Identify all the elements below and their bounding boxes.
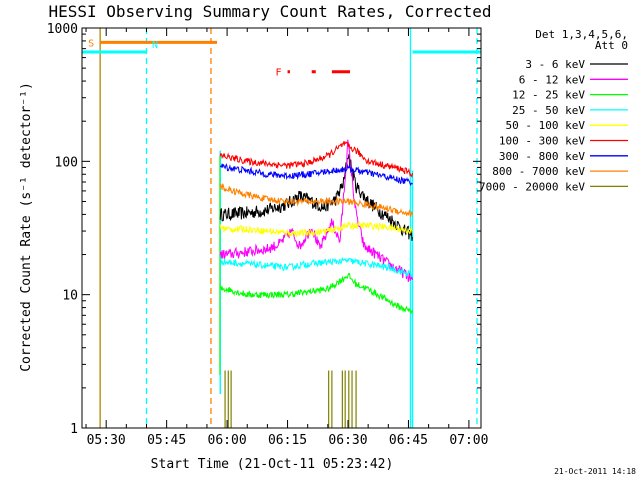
- series-line-3: [219, 256, 413, 278]
- plot-area: S N F: [82, 28, 481, 428]
- series-line-5: [219, 140, 413, 178]
- flag-label-s: S: [88, 38, 94, 49]
- series-line-1: [219, 139, 413, 282]
- flag-label-f: F: [276, 68, 282, 79]
- flag-label-n: N: [152, 40, 158, 51]
- series-line-6: [219, 163, 413, 187]
- legend: Det 1,3,4,5,6,Att 0 3 - 6 keV 6 - 12 keV 12…: [479, 28, 628, 193]
- legend-label-0: 3 - 6 keV: [525, 58, 585, 71]
- series-line-4: [219, 221, 413, 238]
- legend-header-1: Att 0: [595, 39, 628, 52]
- legend-label-7: 800 - 7000 keV: [492, 165, 585, 178]
- axes: 1 10 100 1000 05:30 05:45 06:00 06:15 06:30 06:45…: [47, 22, 489, 448]
- y-axis-label: Corrected Count Rate (s⁻¹ detector⁻¹): [19, 82, 34, 372]
- legend-header-0: Det 1,3,4,5,6,: [535, 28, 628, 41]
- legend-label-6: 300 - 800 keV: [499, 150, 585, 163]
- legend-label-8: 7000 - 20000 keV: [479, 180, 585, 193]
- x-tick-label-3: 06:15: [268, 433, 307, 448]
- x-tick-label-6: 07:00: [449, 433, 488, 448]
- series-line-7: [219, 182, 413, 218]
- y-tick-label-2: 100: [55, 155, 78, 170]
- legend-label-2: 12 - 25 keV: [512, 89, 585, 102]
- series-line-2: [219, 272, 413, 316]
- x-tick-label-5: 06:45: [389, 433, 428, 448]
- chart-title: HESSI Observing Summary Count Rates, Cor…: [48, 2, 491, 21]
- x-tick-label-4: 06:30: [328, 433, 367, 448]
- x-axis-label: Start Time (21-Oct-11 05:23:42): [151, 457, 394, 472]
- legend-label-3: 25 - 50 keV: [512, 104, 585, 117]
- plot-frame: [81, 27, 482, 429]
- series-line-0: [219, 154, 413, 241]
- y-tick-label-1: 10: [62, 289, 78, 304]
- legend-label-5: 100 - 300 keV: [499, 135, 585, 148]
- legend-label-1: 6 - 12 keV: [519, 73, 586, 86]
- x-tick-label-2: 06:00: [208, 433, 247, 448]
- y-tick-label-3: 1000: [47, 22, 78, 37]
- x-tick-label-1: 05:45: [147, 433, 186, 448]
- timestamp: 21-Oct-2011 14:18: [554, 467, 636, 476]
- x-tick-label-0: 05:30: [87, 433, 126, 448]
- legend-label-4: 50 - 100 keV: [506, 119, 586, 132]
- y-tick-label-0: 1: [70, 422, 78, 437]
